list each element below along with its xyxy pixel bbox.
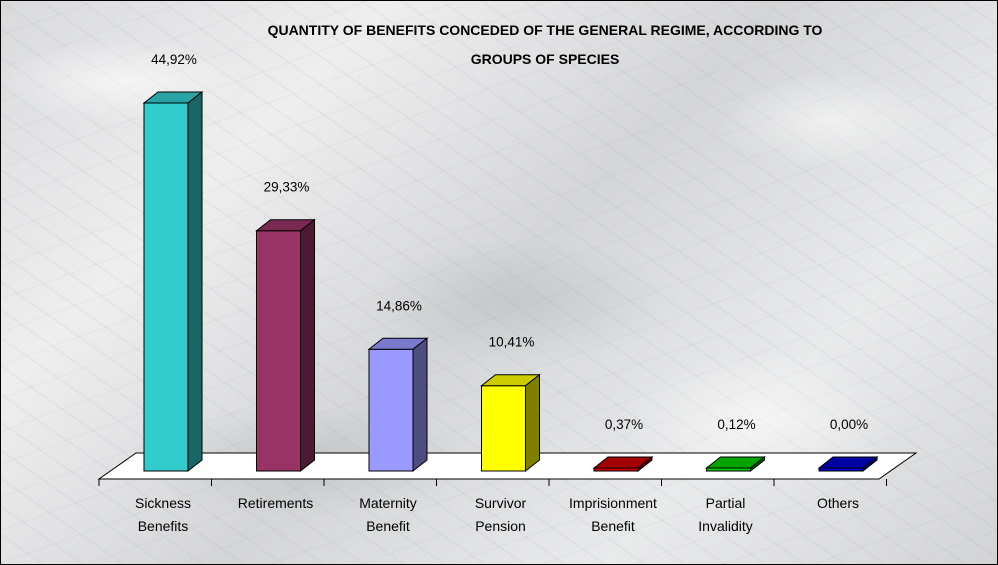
bar	[367, 337, 429, 473]
bar-front	[256, 230, 301, 472]
bar-side	[187, 90, 203, 473]
value-label: 0,12%	[717, 417, 755, 432]
bar-side	[525, 373, 540, 473]
category-label-line: Survivor	[475, 495, 527, 511]
category-label-line: Benefit	[591, 518, 635, 534]
category-label-line: Partial	[706, 495, 746, 511]
category-label-line: Imprisionment	[569, 495, 657, 511]
category-label-line: Benefit	[366, 518, 410, 534]
bar-front	[143, 102, 189, 472]
category-label-line: Pension	[475, 518, 526, 534]
bar-front	[368, 348, 414, 472]
chart-title-line-2: GROUPS OF SPECIES	[471, 51, 620, 67]
category-label-line: Sickness	[135, 495, 191, 511]
category-label: Partial Invalidity	[698, 495, 752, 534]
value-label: 14,86%	[376, 298, 422, 313]
bar-side	[412, 337, 428, 473]
bar	[817, 455, 879, 473]
bar	[142, 90, 204, 473]
bar-front	[481, 385, 526, 472]
value-label: 0,00%	[830, 417, 868, 432]
category-label: Imprisionment Benefit	[569, 495, 657, 534]
bars-group	[142, 90, 879, 473]
category-label: Survivor Pension	[475, 495, 527, 534]
bar-side	[750, 455, 765, 473]
bar	[592, 455, 654, 473]
chart-title-line-1: QUANTITY OF BENEFITS CONCEDED OF THE GEN…	[268, 22, 823, 38]
category-label: Retirements	[238, 495, 313, 511]
bar	[255, 218, 316, 473]
bar	[480, 373, 541, 473]
value-labels: 44,92% 29,33% 14,86% 10,41% 0,37% 0,12% 0,00%	[151, 52, 868, 432]
bar-side	[300, 218, 315, 473]
category-label-line: Others	[817, 495, 859, 511]
category-ticks	[98, 479, 887, 486]
bar-side	[862, 455, 878, 473]
category-label-line: Benefits	[138, 518, 189, 534]
value-label: 0,37%	[605, 417, 643, 432]
category-labels: Sickness Benefits Retirements Maternity Bene…	[135, 495, 859, 534]
category-label: Others	[817, 495, 859, 511]
bar	[705, 455, 766, 473]
value-label: 29,33%	[264, 180, 310, 195]
bar-side	[637, 455, 653, 473]
category-label: Maternity Benefit	[359, 495, 417, 534]
category-label: Sickness Benefits	[135, 495, 191, 534]
value-label: 10,41%	[489, 335, 535, 350]
category-label-line: Maternity	[359, 495, 417, 511]
value-label: 44,92%	[151, 52, 197, 67]
category-label-line: Invalidity	[698, 518, 752, 534]
category-label-line: Retirements	[238, 495, 313, 511]
